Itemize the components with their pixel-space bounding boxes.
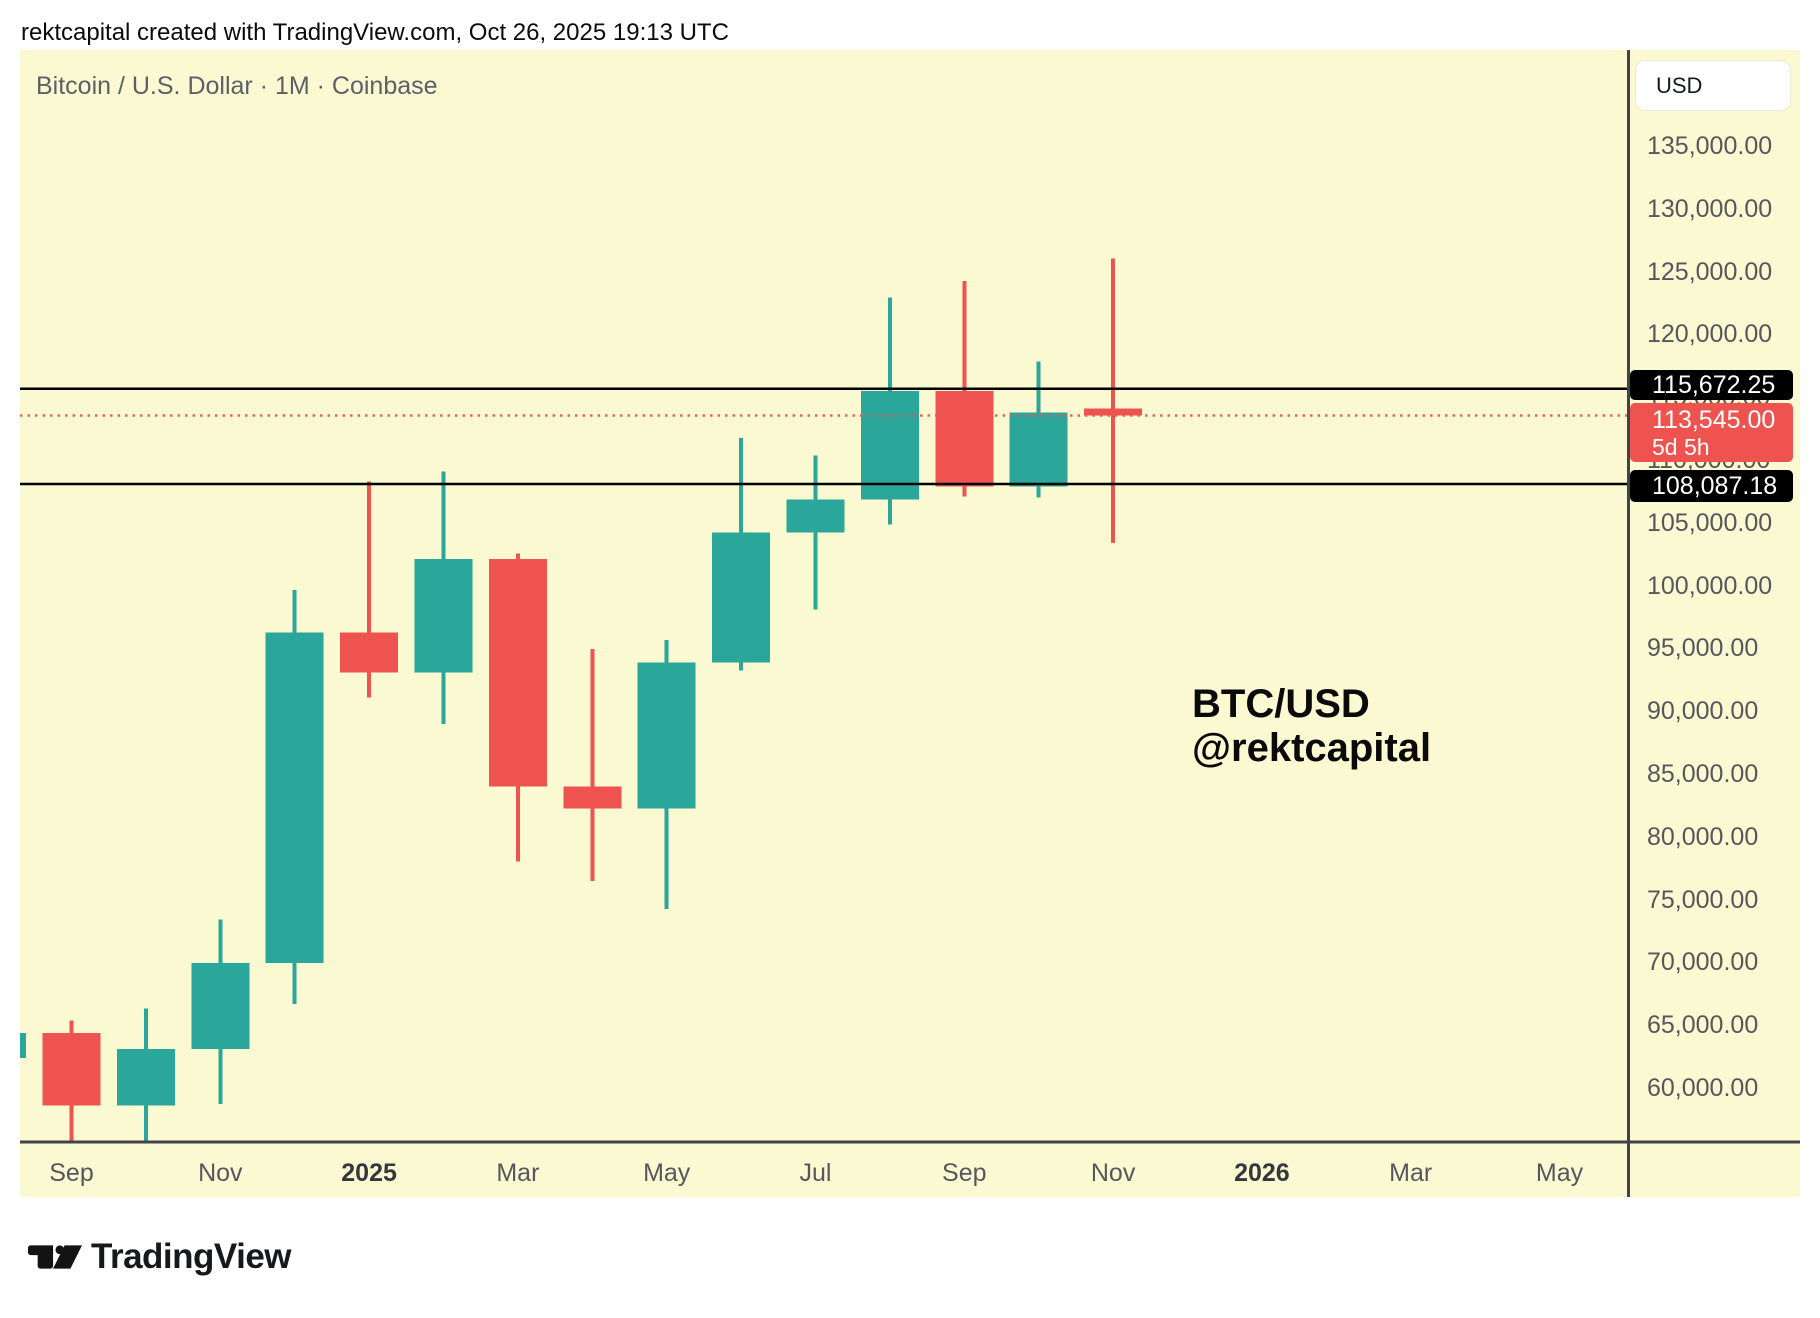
price-tick-100000: 100,000.00 [1647, 571, 1773, 600]
time-label-Sep: Sep [49, 1159, 94, 1187]
time-label-2025: 2025 [341, 1159, 397, 1187]
price-tick-95000: 95,000.00 [1647, 634, 1759, 663]
time-label-Nov: Nov [198, 1159, 243, 1187]
price-tick-75000: 75,000.00 [1647, 885, 1759, 914]
watermark-handle: @rektcapital [1192, 726, 1432, 770]
candle-Apr-2025 [637, 639, 696, 910]
price-line-label-upper: 115,672.25 [1630, 370, 1793, 400]
price-tick-105000: 105,000.00 [1647, 508, 1773, 537]
candle-Nov-2024 [265, 589, 324, 1005]
time-label-Sep: Sep [942, 1159, 987, 1187]
header-bar: rektcapital created with TradingView.com… [0, 0, 1820, 50]
time-scale[interactable]: Sep Nov 2025 Mar May Jul Sep Nov 2026 Mar May [0, 1142, 1628, 1198]
tradingview-logo-text: TradingView [91, 1237, 292, 1276]
tradingview-logo[interactable]: TradingView [28, 1237, 292, 1277]
tradingview-logo-icon [28, 1245, 82, 1269]
price-tick-90000: 90,000.00 [1647, 697, 1759, 726]
last-price-value: 113,545.00 [1652, 406, 1776, 434]
watermark-symbol: BTC/USD [1192, 682, 1370, 726]
candle-Jul-2024 [20, 1032, 27, 1058]
candle-May-2025 [712, 438, 771, 671]
candle-Jun-2025 [786, 455, 845, 610]
price-tick-80000: 80,000.00 [1647, 822, 1759, 851]
price-tick-125000: 125,000.00 [1647, 257, 1773, 286]
price-tick-130000: 130,000.00 [1647, 194, 1773, 223]
candle-Sep-2024 [116, 1008, 175, 1141]
candles [20, 258, 1143, 1141]
currency-toggle-button[interactable]: USD [1635, 60, 1791, 111]
candle-Sep-2025 [1009, 361, 1068, 498]
symbol-title: Bitcoin / U.S. Dollar · 1M · Coinbase [36, 72, 438, 100]
price-tick-60000: 60,000.00 [1647, 1073, 1759, 1102]
price-tick-120000: 120,000.00 [1647, 320, 1773, 349]
time-label-2026: 2026 [1234, 1159, 1290, 1187]
candle-Oct-2024 [191, 919, 250, 1104]
candle-Feb-2025 [488, 553, 547, 862]
price-tick-70000: 70,000.00 [1647, 948, 1759, 977]
last-price-label: 113,545.00 5d 5h [1630, 403, 1793, 462]
candle-Aug-2024 [42, 1020, 101, 1141]
time-label-Mar: Mar [496, 1159, 540, 1187]
time-label-Nov: Nov [1090, 1159, 1136, 1187]
candle-Jan-2025 [414, 471, 473, 725]
bar-countdown: 5d 5h [1652, 434, 1710, 460]
chart-background-panel [20, 50, 1800, 1197]
candle-Oct-2025 [1084, 258, 1143, 544]
time-label-May: May [1535, 1159, 1584, 1187]
time-label-Jul: Jul [799, 1159, 832, 1187]
price-tick-85000: 85,000.00 [1647, 759, 1759, 788]
candle-Jul-2025 [860, 297, 919, 525]
price-tick-135000: 135,000.00 [1647, 131, 1773, 160]
time-label-Mar: Mar [1389, 1159, 1433, 1187]
watermark: BTC/USD @rektcapital [1192, 682, 1431, 770]
price-tick-65000: 65,000.00 [1647, 1011, 1759, 1040]
time-label-May: May [643, 1159, 691, 1187]
candle-Dec-2024 [340, 481, 399, 698]
candle-Mar-2025 [563, 649, 622, 881]
price-scale[interactable]: 135,000.00 130,000.00 125,000.00 120,000.00… [1630, 50, 1820, 1142]
attribution-text: rektcapital created with TradingView.com… [21, 19, 729, 46]
price-line-label-lower: 108,087.18 [1630, 470, 1793, 502]
